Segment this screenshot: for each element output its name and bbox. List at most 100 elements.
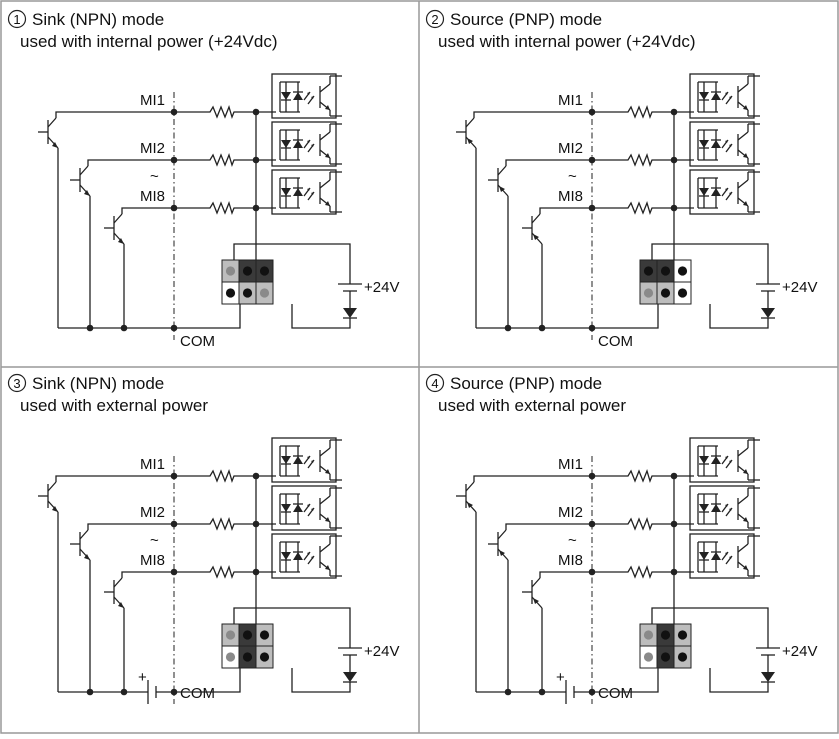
label-mi2: MI2 — [558, 504, 583, 521]
emitter-arrow — [743, 105, 748, 110]
transistor-collector — [79, 165, 89, 176]
label-mi2: MI2 — [140, 504, 165, 521]
jumper-pin — [259, 266, 270, 276]
label-mi1: MI1 — [140, 92, 165, 109]
supply-wire — [651, 243, 769, 284]
jumper-pin — [242, 630, 253, 640]
jumper-pin — [660, 652, 671, 662]
optocoupler-box — [271, 73, 337, 119]
optocoupler-box — [689, 73, 755, 119]
diode-triangle — [293, 552, 303, 560]
optocoupler-box — [689, 121, 755, 167]
resistor-symbol — [624, 105, 656, 119]
label-24v: +24V — [782, 279, 817, 296]
light-arrow-head — [725, 504, 728, 507]
jumper-pin — [677, 652, 688, 662]
npn-transistor — [70, 529, 91, 561]
label-com: COM — [180, 685, 215, 702]
supply-wire — [233, 607, 351, 648]
junction-dot — [120, 324, 128, 332]
collector-wire — [505, 159, 592, 166]
resistor-symbol — [624, 469, 656, 483]
light-arrow-head — [307, 552, 310, 555]
panel-subtitle: used with internal power (+24Vdc) — [438, 32, 696, 51]
transistor-collector — [497, 165, 507, 176]
label-com: COM — [598, 685, 633, 702]
label-mi8: MI8 — [140, 552, 165, 569]
light-arrow-head — [729, 556, 732, 559]
com-wire — [592, 300, 659, 329]
light-arrow-head — [311, 556, 314, 559]
resistor-zigzag — [206, 469, 238, 483]
emitter-arrow — [499, 186, 505, 192]
panel-header: 4 Source (PNP) mode used with external pow… — [425, 373, 626, 415]
transistor-collector — [79, 529, 89, 540]
transistor-collector — [465, 481, 475, 492]
supply-wire — [233, 243, 351, 284]
jumper-pin — [660, 630, 671, 640]
resistor-zigzag — [624, 517, 656, 531]
emitter-arrow — [743, 517, 748, 522]
emitter-arrow — [325, 153, 330, 158]
resistor-symbol — [206, 201, 238, 215]
transistor-collector — [113, 213, 123, 224]
diode-triangle — [293, 92, 303, 100]
junction-dot — [86, 688, 94, 696]
emitter-arrow — [533, 598, 539, 604]
resistor-symbol — [624, 201, 656, 215]
diode-triangle — [699, 140, 709, 148]
jumper-block — [221, 259, 274, 305]
collector-wire — [539, 207, 592, 214]
emitter-arrow — [325, 565, 330, 570]
label-plus: + — [138, 669, 147, 686]
collector-wire — [55, 111, 174, 118]
label-mi1: MI1 — [558, 92, 583, 109]
diode-triangle — [281, 552, 291, 560]
emitter-arrow — [52, 142, 58, 148]
label-tilde: ~ — [568, 168, 577, 185]
jumper-block — [639, 259, 692, 305]
pnp-transistor — [456, 481, 477, 513]
resistor-symbol — [206, 153, 238, 167]
npn-transistor — [38, 117, 59, 149]
light-arrow-head — [729, 460, 732, 463]
emitter-arrow — [325, 201, 330, 206]
optocoupler-box — [689, 437, 755, 483]
emitter-arrow — [325, 105, 330, 110]
diode-triangle — [699, 92, 709, 100]
jumper-block — [639, 623, 692, 669]
panel-4: 4 Source (PNP) mode used with external pow… — [425, 373, 817, 704]
panel-number: 2 — [431, 12, 438, 27]
phototransistor-collector — [319, 179, 331, 189]
phototransistor-collector — [737, 179, 749, 189]
panel-number-circle — [425, 9, 445, 29]
optocoupler-box — [689, 169, 755, 215]
diode-triangle — [281, 140, 291, 148]
transistor-collector — [47, 481, 57, 492]
resistor-symbol — [206, 517, 238, 531]
light-arrow-head — [729, 508, 732, 511]
optocoupler — [271, 169, 342, 215]
collector-wire — [473, 111, 592, 118]
resistor-symbol — [206, 105, 238, 119]
supply-diode — [761, 308, 775, 318]
junction-dot — [504, 324, 512, 332]
label-mi1: MI1 — [558, 456, 583, 473]
label-mi8: MI8 — [558, 188, 583, 205]
junction-dot — [120, 688, 128, 696]
diode-triangle — [281, 188, 291, 196]
pnp-transistor — [488, 529, 509, 561]
resistor-symbol — [206, 469, 238, 483]
label-plus: + — [556, 669, 565, 686]
label-24v: +24V — [364, 643, 399, 660]
light-arrow-head — [307, 188, 310, 191]
optocoupler — [271, 437, 342, 483]
jumper-pin — [677, 630, 688, 640]
label-mi8: MI8 — [558, 552, 583, 569]
phototransistor-collector — [737, 447, 749, 457]
transistor-collector — [465, 117, 475, 128]
diode-triangle — [293, 140, 303, 148]
light-arrow-head — [307, 456, 310, 459]
resistor-zigzag — [206, 201, 238, 215]
light-arrow-head — [311, 508, 314, 511]
